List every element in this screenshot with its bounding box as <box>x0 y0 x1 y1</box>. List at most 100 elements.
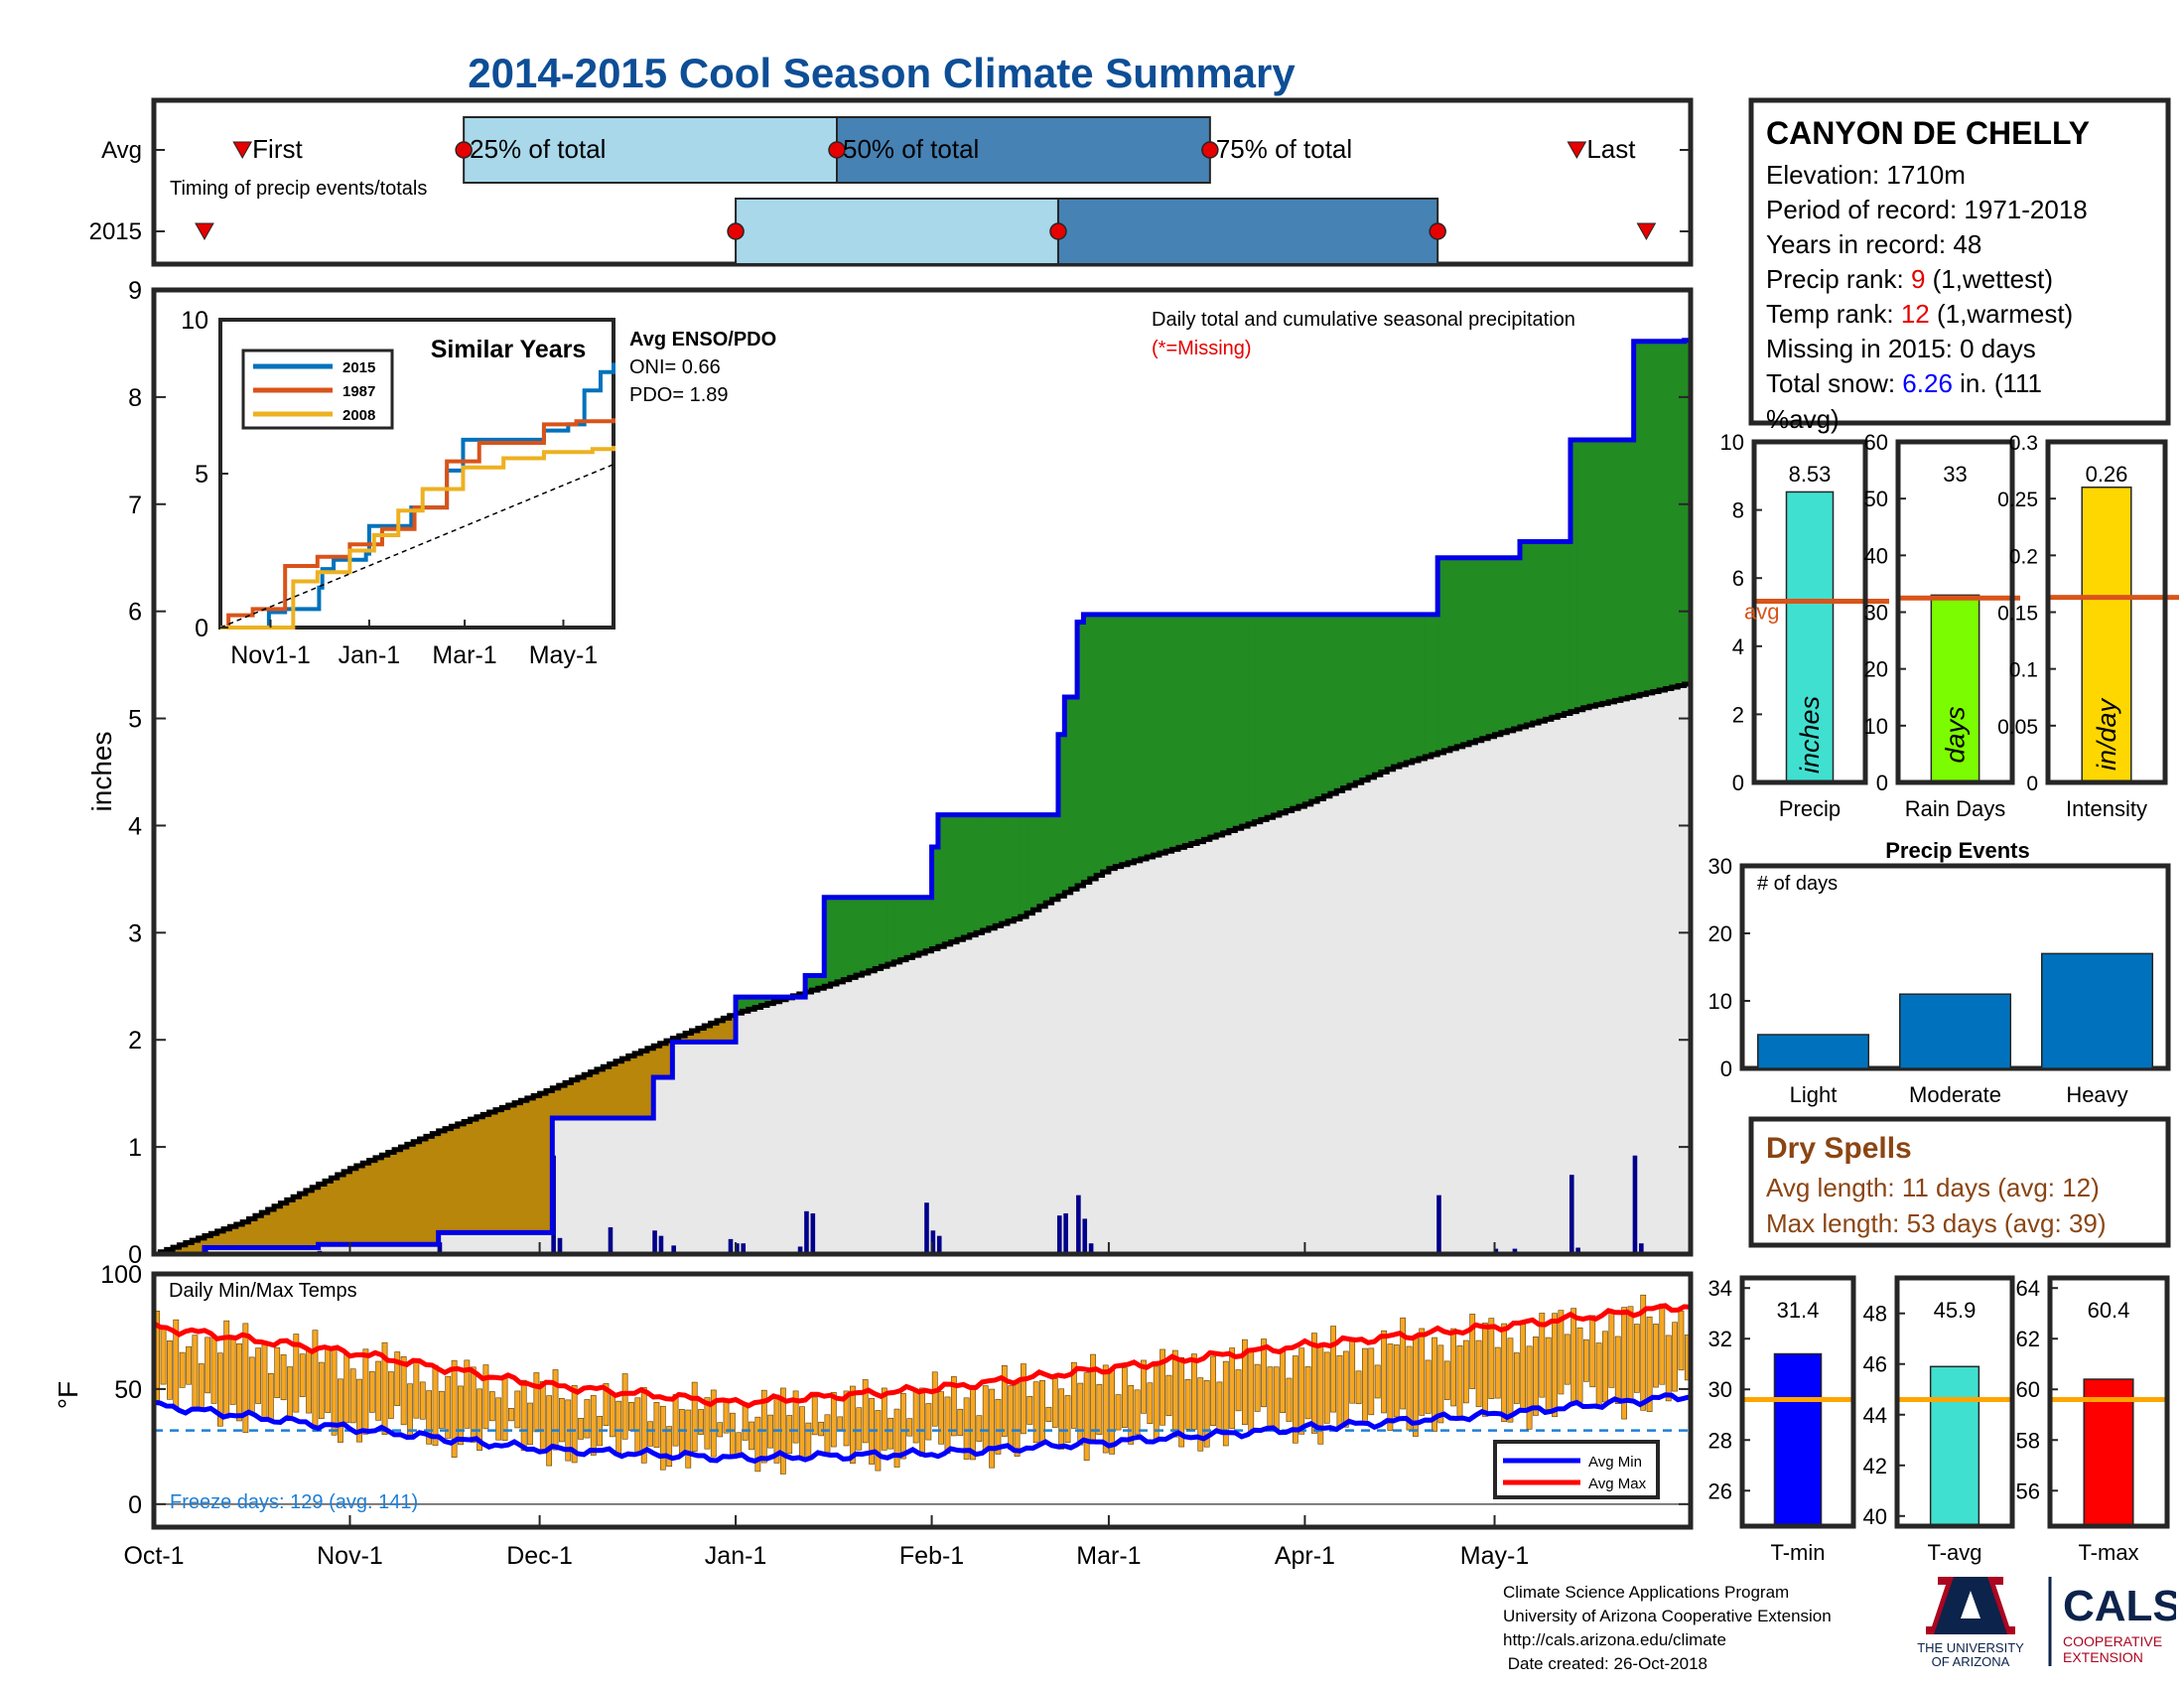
surplus-fill <box>995 814 1003 926</box>
daily-temp-bar <box>710 1389 717 1458</box>
surplus-fill <box>837 897 844 982</box>
daily-precip-bar <box>1063 1213 1068 1254</box>
daily-temp-bar <box>1520 1324 1527 1412</box>
daily-temp-bar <box>976 1415 983 1442</box>
surplus-fill <box>766 997 774 1004</box>
events-ytick-label: 10 <box>1708 989 1732 1014</box>
deficit-fill <box>223 1228 231 1248</box>
daily-temp-bar <box>647 1421 653 1447</box>
daily-temp-bar <box>989 1388 995 1469</box>
daily-temp-bar <box>919 1387 925 1458</box>
daily-temp-bar <box>210 1336 217 1404</box>
surplus-fill <box>1140 614 1148 859</box>
deficit-fill <box>571 1079 579 1118</box>
daily-temp-bar <box>1184 1378 1191 1430</box>
deficit-fill <box>640 1051 648 1118</box>
surplus-fill <box>1051 814 1059 900</box>
main-ytick-label: 8 <box>128 384 142 412</box>
daily-temp-bar <box>900 1393 906 1460</box>
daily-temp-bar <box>875 1410 882 1472</box>
surplus-fill <box>1304 614 1312 804</box>
daily-temp-bar <box>1121 1367 1128 1428</box>
surplus-fill <box>1374 614 1382 775</box>
surplus-fill <box>1494 557 1502 735</box>
surplus-fill <box>824 897 832 987</box>
rain-days-ytick-label: 50 <box>1864 487 1888 511</box>
daily-temp-bar <box>1071 1361 1077 1429</box>
surplus-fill <box>1235 614 1243 829</box>
deficit-fill <box>520 1100 528 1233</box>
deficit-fill <box>451 1126 459 1233</box>
intensity-bar <box>2081 486 2132 783</box>
daily-temp-bar <box>331 1348 338 1436</box>
deficit-fill <box>325 1181 332 1245</box>
temp-legend-label: Avg Max <box>1588 1476 1647 1492</box>
daily-temp-bar <box>881 1387 887 1451</box>
deficit-fill <box>659 1043 667 1077</box>
deficit-fill <box>666 1041 673 1077</box>
credits-url[interactable]: http://cals.arizona.edu/climate <box>1503 1630 1726 1649</box>
surplus-fill <box>1361 614 1369 780</box>
deficit-fill <box>609 1063 616 1118</box>
deficit-fill <box>501 1107 509 1233</box>
cumulative-precip-panel: 0 1 2 3 4 5 6 7 8 9 inches Daily total and cumula… <box>86 277 1694 1269</box>
daily-temp-bar <box>451 1359 458 1458</box>
surplus-fill <box>1203 614 1211 840</box>
daily-temp-bar <box>1280 1348 1286 1413</box>
season-cumulative-line <box>154 338 1691 1257</box>
daily-temp-bar <box>375 1360 382 1421</box>
daily-temp-bar <box>1286 1377 1293 1422</box>
daily-temp-bar <box>590 1395 597 1456</box>
deficit-fill <box>198 1237 205 1254</box>
daily-temp-bar <box>931 1371 938 1427</box>
daily-temp-bar <box>1653 1324 1659 1388</box>
main-ytick-label: 7 <box>128 492 142 519</box>
daily-precip-bar <box>1082 1218 1088 1254</box>
surplus-fill <box>1310 614 1318 802</box>
timing-2015-p75-marker <box>1429 222 1446 240</box>
surplus-fill <box>1279 614 1287 813</box>
tmax-ytick-label: 64 <box>2016 1276 2040 1301</box>
surplus-fill <box>893 897 901 962</box>
tmin-category-label: T-min <box>1771 1540 1826 1565</box>
surplus-fill <box>1355 614 1363 783</box>
daily-temp-bar <box>338 1378 343 1443</box>
rain-days-ytick-label: 0 <box>1876 771 1888 795</box>
inset-xtick-label: May-1 <box>529 641 598 669</box>
inset-series-2015 <box>220 362 615 630</box>
enso-pdo: PDO= 1.89 <box>629 384 729 406</box>
surplus-fill <box>1684 340 1692 685</box>
daily-temp-bar <box>1248 1347 1255 1433</box>
daily-temp-bar <box>1267 1366 1274 1430</box>
daily-temp-bar <box>742 1402 749 1441</box>
daily-temp-bar <box>1064 1395 1071 1443</box>
daily-temp-bar <box>1627 1306 1634 1403</box>
deficit-fill <box>432 1133 440 1245</box>
daily-temp-bar <box>1456 1344 1463 1420</box>
surplus-fill <box>817 975 825 989</box>
precip-total-ytick-label: 6 <box>1732 566 1744 591</box>
cals-logo-line-1: COOPERATIVE <box>2063 1633 2162 1649</box>
date-axis-label: Dec-1 <box>506 1542 573 1570</box>
deficit-fill <box>697 1028 705 1043</box>
main-ytick-label: 6 <box>128 599 142 627</box>
intensity-ytick-label: 0.05 <box>1997 716 2038 739</box>
daily-temp-bar <box>811 1396 818 1436</box>
surplus-fill <box>1387 614 1395 770</box>
surplus-fill <box>1620 440 1628 699</box>
deficit-fill <box>627 1055 635 1118</box>
deficit-fill <box>710 1023 718 1043</box>
daily-temp-bar <box>527 1402 533 1446</box>
rain-days-bar <box>1930 594 1980 783</box>
daily-temp-bar <box>205 1336 211 1394</box>
tmin-ytick-label: 30 <box>1708 1377 1732 1402</box>
daily-temp-bar <box>1026 1396 1033 1425</box>
daily-temp-bar <box>1242 1338 1248 1425</box>
cals-logo-line-2: EXTENSION <box>2063 1649 2143 1665</box>
surplus-fill <box>1292 614 1299 809</box>
daily-precip-bar <box>608 1227 614 1254</box>
surplus-fill <box>1633 341 1641 696</box>
surplus-fill <box>1678 341 1686 686</box>
deficit-fill <box>387 1152 395 1245</box>
